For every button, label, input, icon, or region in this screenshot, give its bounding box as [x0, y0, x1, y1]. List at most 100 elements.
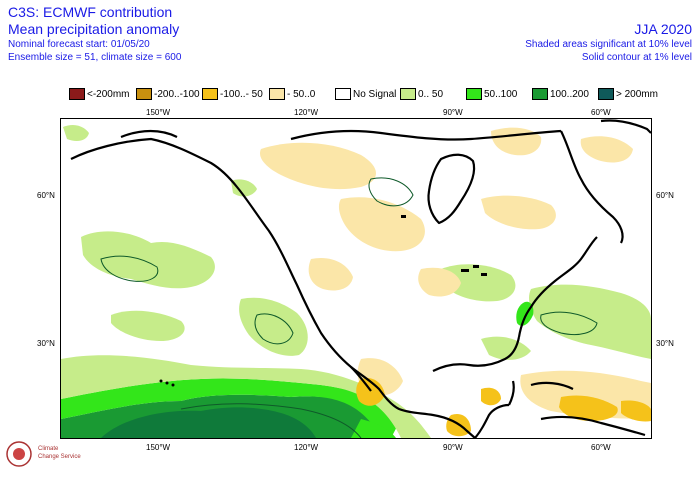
legend-swatch	[532, 88, 548, 100]
legend-item: No Signal	[335, 86, 396, 102]
anomaly-region-dry	[418, 267, 461, 297]
anomaly-region-wet	[101, 407, 316, 438]
lon-tick-top: 90°W	[443, 108, 463, 117]
anomaly-region-moist	[239, 297, 308, 356]
legend-label: <-200mm	[87, 88, 130, 100]
legend-label: -100..- 50	[220, 88, 263, 100]
anomaly-region-dry	[338, 197, 425, 252]
coastline-south-america	[540, 415, 646, 437]
coastline-labrador	[560, 130, 624, 244]
legend-item: 50..100	[466, 86, 517, 102]
island	[165, 381, 169, 385]
anomaly-region-very-dry	[481, 387, 501, 406]
island	[171, 383, 175, 387]
legend-label: -200..-100	[154, 88, 200, 100]
lat-tick-right: 30°N	[656, 339, 674, 348]
coastline-florida	[508, 380, 515, 406]
legend-swatch	[69, 88, 85, 100]
anomaly-region-moist	[111, 310, 185, 341]
season-title: JJA 2020	[634, 21, 692, 37]
anomaly-map	[60, 118, 652, 439]
anomaly-region-moist	[63, 125, 89, 141]
lat-tick-left: 60°N	[37, 191, 55, 200]
anomaly-region-moist	[529, 284, 651, 359]
coastline-north-america	[70, 137, 476, 438]
legend-item: > 200mm	[598, 86, 658, 102]
logo-text-line1: Climate	[38, 446, 59, 452]
legend-label: 50..100	[484, 88, 518, 100]
variable-title: Mean precipitation anomaly	[8, 21, 180, 37]
map-canvas	[61, 119, 651, 438]
island	[159, 379, 163, 383]
legend-label: 0.. 50	[418, 88, 444, 100]
ensemble-size-text: Ensemble size = 51, climate size = 600	[8, 52, 182, 63]
anomaly-region-wet	[351, 419, 396, 438]
anomaly-region-moist	[441, 264, 516, 302]
legend-swatch	[400, 88, 416, 100]
anomaly-region-moist	[61, 355, 431, 438]
coastline-gulf	[432, 336, 521, 372]
anomaly-region-very-dry	[559, 395, 618, 421]
significance-note-contour: Solid contour at 1% level	[581, 52, 692, 63]
significance-contour	[180, 403, 362, 438]
legend-swatch	[466, 88, 482, 100]
lake	[473, 265, 479, 268]
anomaly-region-very-dry	[621, 400, 651, 422]
coastline-baja	[350, 366, 372, 392]
legend-swatch	[136, 88, 152, 100]
anomaly-region-moist	[481, 336, 531, 360]
lat-tick-left: 30°N	[37, 339, 55, 348]
product-title: C3S: ECMWF contribution	[8, 4, 173, 20]
coastline-arctic	[290, 129, 562, 141]
anomaly-region-dry	[259, 142, 376, 190]
legend-item: 0.. 50	[400, 86, 443, 102]
legend-label: > 200mm	[616, 88, 658, 100]
coastline-north-america	[474, 403, 510, 438]
significance-note-shaded: Shaded areas significant at 10% level	[525, 39, 692, 50]
legend-label: No Signal	[353, 88, 397, 100]
coastline-alaska	[120, 129, 178, 139]
legend-swatch	[598, 88, 614, 100]
significance-contour	[368, 177, 414, 207]
lat-tick-right: 60°N	[656, 191, 674, 200]
anomaly-region-moist	[231, 179, 257, 197]
anomaly-region-moist	[81, 231, 215, 289]
anomaly-region-wet	[61, 378, 401, 438]
color-legend: <-200mm -200..-100 -100..- 50 - 50..0 No…	[0, 86, 700, 102]
lake	[401, 215, 406, 218]
c3s-logo: Climate Change Service	[4, 436, 94, 474]
coastline-hudson	[427, 153, 476, 225]
anomaly-region-very-dry	[356, 377, 385, 406]
legend-label: 100..200	[550, 88, 589, 100]
anomaly-region-dry	[308, 257, 353, 291]
coastline-east	[517, 236, 598, 338]
lon-tick-top: 60°W	[591, 108, 611, 117]
significance-contour	[254, 313, 294, 345]
forecast-start-text: Nominal forecast start: 01/05/20	[8, 39, 150, 50]
logo-circle-icon	[6, 441, 32, 467]
lon-tick-bottom: 60°W	[591, 443, 611, 452]
anomaly-region-dry	[491, 127, 542, 156]
logo-core-icon	[13, 448, 25, 460]
legend-item: - 50..0	[269, 86, 315, 102]
coastline-greenland	[600, 119, 651, 134]
legend-swatch	[335, 88, 351, 100]
lon-tick-top: 150°W	[146, 108, 171, 117]
lon-tick-bottom: 120°W	[294, 443, 319, 452]
lon-tick-bottom: 150°W	[146, 443, 171, 452]
legend-item: -100..- 50	[202, 86, 263, 102]
legend-swatch	[269, 88, 285, 100]
legend-item: 100..200	[532, 86, 589, 102]
lake	[481, 273, 487, 276]
anomaly-region-dry	[580, 136, 633, 163]
anomaly-region-dry	[481, 195, 556, 230]
legend-item: -200..-100	[136, 86, 200, 102]
significance-contour	[100, 255, 159, 282]
legend-swatch	[202, 88, 218, 100]
lake	[461, 269, 469, 272]
legend-item: <-200mm	[69, 86, 130, 102]
coastline-cuba	[530, 381, 574, 390]
lon-tick-bottom: 90°W	[443, 443, 463, 452]
logo-text-line2: Change Service	[38, 454, 81, 460]
significance-contour	[540, 311, 598, 336]
